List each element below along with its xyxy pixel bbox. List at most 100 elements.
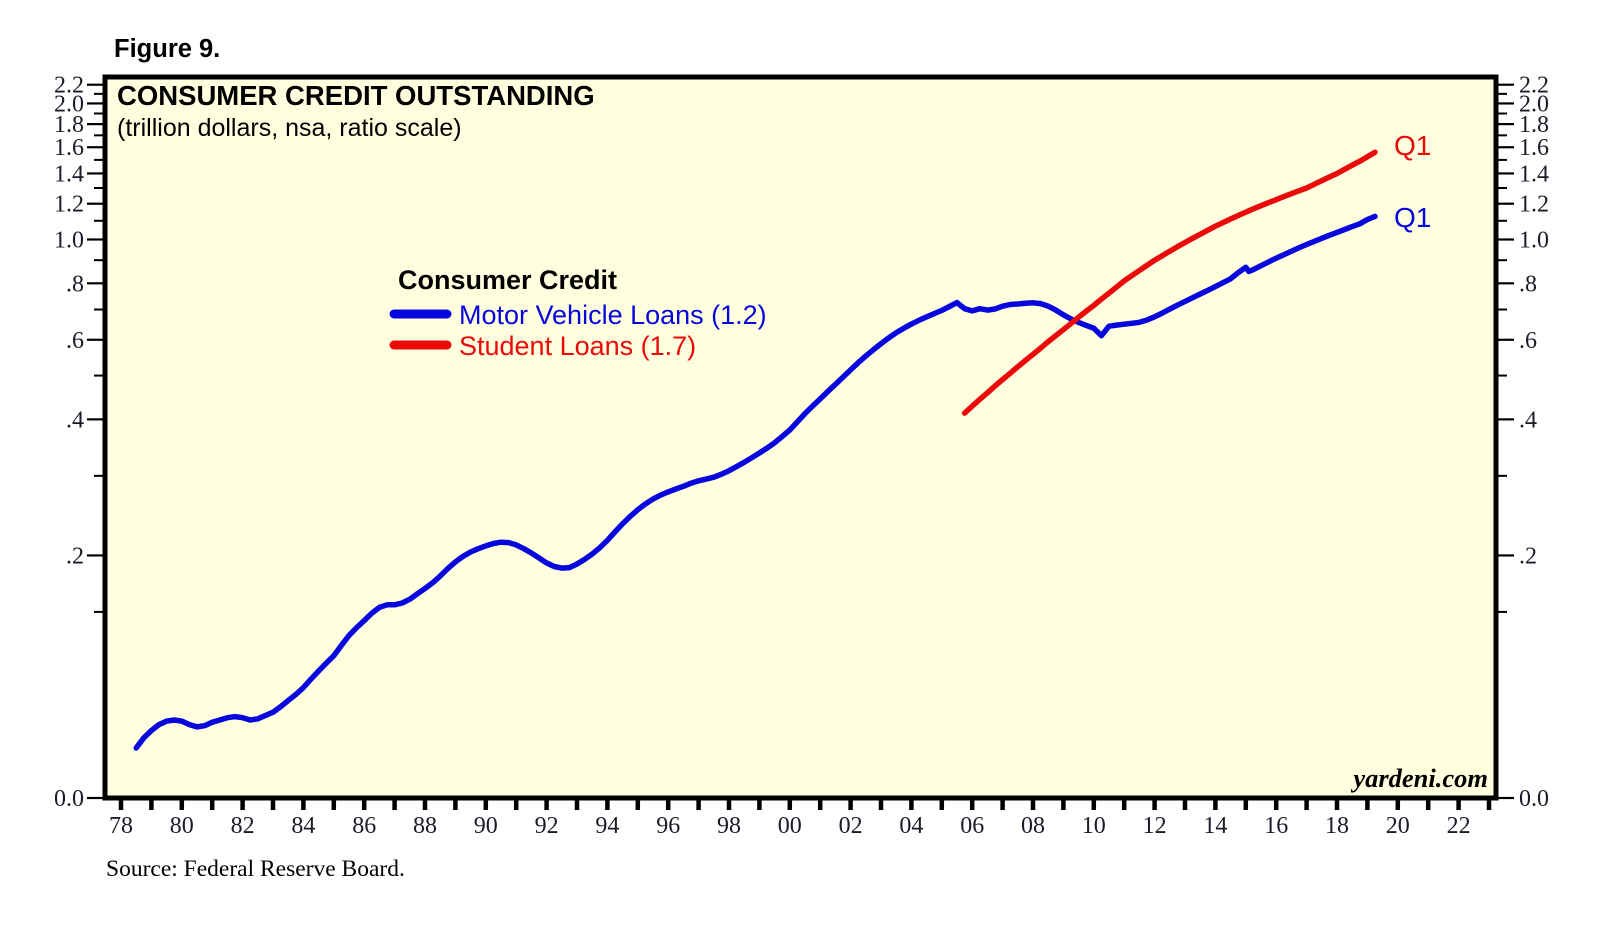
x-axis-tick-label: 20 [1386, 813, 1410, 839]
x-axis-tick-label: 10 [1082, 813, 1106, 839]
x-axis-tick-label: 22 [1447, 813, 1471, 839]
data-series [133, 149, 1378, 751]
x-axis-tick [635, 800, 641, 810]
x-axis-tick [118, 800, 124, 810]
x-axis-tick [483, 800, 489, 810]
x-axis-tick [1182, 800, 1188, 810]
yardeni-watermark: yardeni.com [1350, 763, 1488, 793]
y-axis-label-left: .4 [66, 407, 84, 433]
x-axis-tick [665, 800, 671, 810]
y-axis-label-left: 2.0 [54, 91, 84, 117]
y-axis-label-left: .2 [66, 543, 84, 569]
y-axis-label-right: .2 [1519, 543, 1537, 569]
x-axis-tick-label: 18 [1325, 813, 1349, 839]
y-axis-label-left: 1.2 [54, 192, 84, 218]
axes: 78 80 82 84 86 88 90 92 94 96 98 00 02 04 06 08 10 12 14 16… [54, 73, 1549, 839]
plot-area [105, 77, 1496, 798]
x-axis-tick-label: 92 [535, 813, 559, 839]
y-axis-label-right: 1.2 [1519, 192, 1549, 218]
student-loans-end-label: Q1 [1394, 130, 1431, 161]
x-axis-tick [574, 800, 580, 810]
x-axis-tick-label: 86 [352, 813, 376, 839]
x-axis-tick [301, 800, 306, 810]
x-axis-tick-label: 82 [231, 813, 255, 839]
x-axis-tick [605, 800, 610, 810]
x-axis-tick [909, 800, 914, 810]
x-axis-tick [1030, 800, 1036, 810]
y-axis-label-right: 1.8 [1519, 112, 1549, 138]
x-axis-tick-label: 78 [109, 813, 133, 839]
y-axis-label-right: .4 [1519, 407, 1537, 433]
motor-vehicle-line [133, 213, 1378, 751]
chart-title: CONSUMER CREDIT OUTSTANDING [117, 80, 595, 111]
x-axis-tick [969, 800, 975, 810]
y-axis-label-left: 1.0 [54, 228, 84, 254]
x-axis-tick [209, 800, 215, 810]
x-axis-tick-label: 90 [474, 813, 498, 839]
x-axis-tick [513, 800, 519, 810]
x-axis-tick [787, 800, 793, 810]
x-axis-tick-label: 02 [839, 813, 863, 839]
x-axis-tick [757, 800, 762, 810]
x-axis-tick-label: 08 [1021, 813, 1045, 839]
x-axis-tick [726, 800, 732, 810]
x-axis-tick [1456, 800, 1461, 810]
y-axis-zero-label-right: 0.0 [1519, 786, 1549, 812]
x-axis-tick-label: 12 [1143, 813, 1167, 839]
y-axis-zero-label-left: 0.0 [54, 786, 84, 812]
x-axis-tick [878, 800, 884, 810]
x-axis-tick [1121, 800, 1127, 810]
legend-title: Consumer Credit [398, 265, 617, 295]
x-axis-tick [1243, 800, 1249, 810]
x-axis-tick [1000, 800, 1005, 810]
x-axis-tick-label: 94 [595, 813, 619, 839]
x-axis-tick [544, 800, 549, 810]
x-axis-tick [939, 800, 945, 810]
x-axis-tick [361, 800, 367, 810]
x-axis-tick-label: 84 [291, 813, 315, 839]
plot-frame [102, 74, 1499, 801]
y-axis-label-left: 1.8 [54, 112, 84, 138]
source-note: Source: Federal Reserve Board. [106, 856, 405, 882]
x-axis-tick-label: 14 [1203, 813, 1227, 839]
x-axis-tick [1152, 800, 1157, 810]
y-axis-label-left: .8 [66, 271, 84, 297]
x-axis-tick-label: 96 [656, 813, 680, 839]
x-axis-tick-label: 16 [1264, 813, 1288, 839]
y-axis-label-right: 2.2 [1519, 73, 1549, 99]
y-axis-label-right: 1.4 [1519, 161, 1549, 187]
student-loans-line [961, 149, 1378, 416]
figure-label: Figure 9. [114, 35, 220, 63]
x-axis-tick [149, 800, 154, 810]
y-axis-label-right: 2.0 [1519, 91, 1549, 117]
x-axis-tick [848, 800, 853, 810]
y-axis-label-left: 2.2 [54, 73, 84, 99]
y-axis-label-left: 1.4 [54, 161, 84, 187]
x-axis-tick [392, 800, 397, 810]
x-axis-tick [1304, 800, 1309, 810]
legend-label-motor-vehicle: Motor Vehicle Loans (1.2) [459, 300, 767, 330]
x-axis-tick [1091, 800, 1097, 810]
x-axis-tick [1365, 800, 1370, 810]
chart-subtitle: (trillion dollars, nsa, ratio scale) [117, 114, 462, 142]
motor-vehicle-end-label: Q1 [1394, 202, 1431, 233]
y-axis-label-right: .8 [1519, 271, 1537, 297]
x-axis-tick-label: 98 [717, 813, 741, 839]
x-axis-tick [1061, 800, 1066, 810]
x-axis-tick-label: 88 [413, 813, 437, 839]
x-axis-tick-label: 80 [170, 813, 194, 839]
x-axis-tick [270, 800, 276, 810]
x-axis-tick-label: 06 [960, 813, 984, 839]
x-axis-tick-label: 04 [899, 813, 923, 839]
x-axis-tick [422, 800, 428, 810]
legend: Consumer Credit Motor Vehicle Loans (1.2… [389, 265, 767, 361]
x-axis-tick [1486, 800, 1492, 810]
x-axis-tick [1273, 800, 1279, 810]
x-axis-tick [179, 800, 185, 810]
y-axis-label-left: 1.6 [54, 135, 84, 161]
x-axis-tick [453, 800, 458, 810]
x-axis-tick [1334, 800, 1340, 810]
x-axis-tick [1425, 800, 1431, 810]
y-axis-label-right: .6 [1519, 328, 1537, 354]
